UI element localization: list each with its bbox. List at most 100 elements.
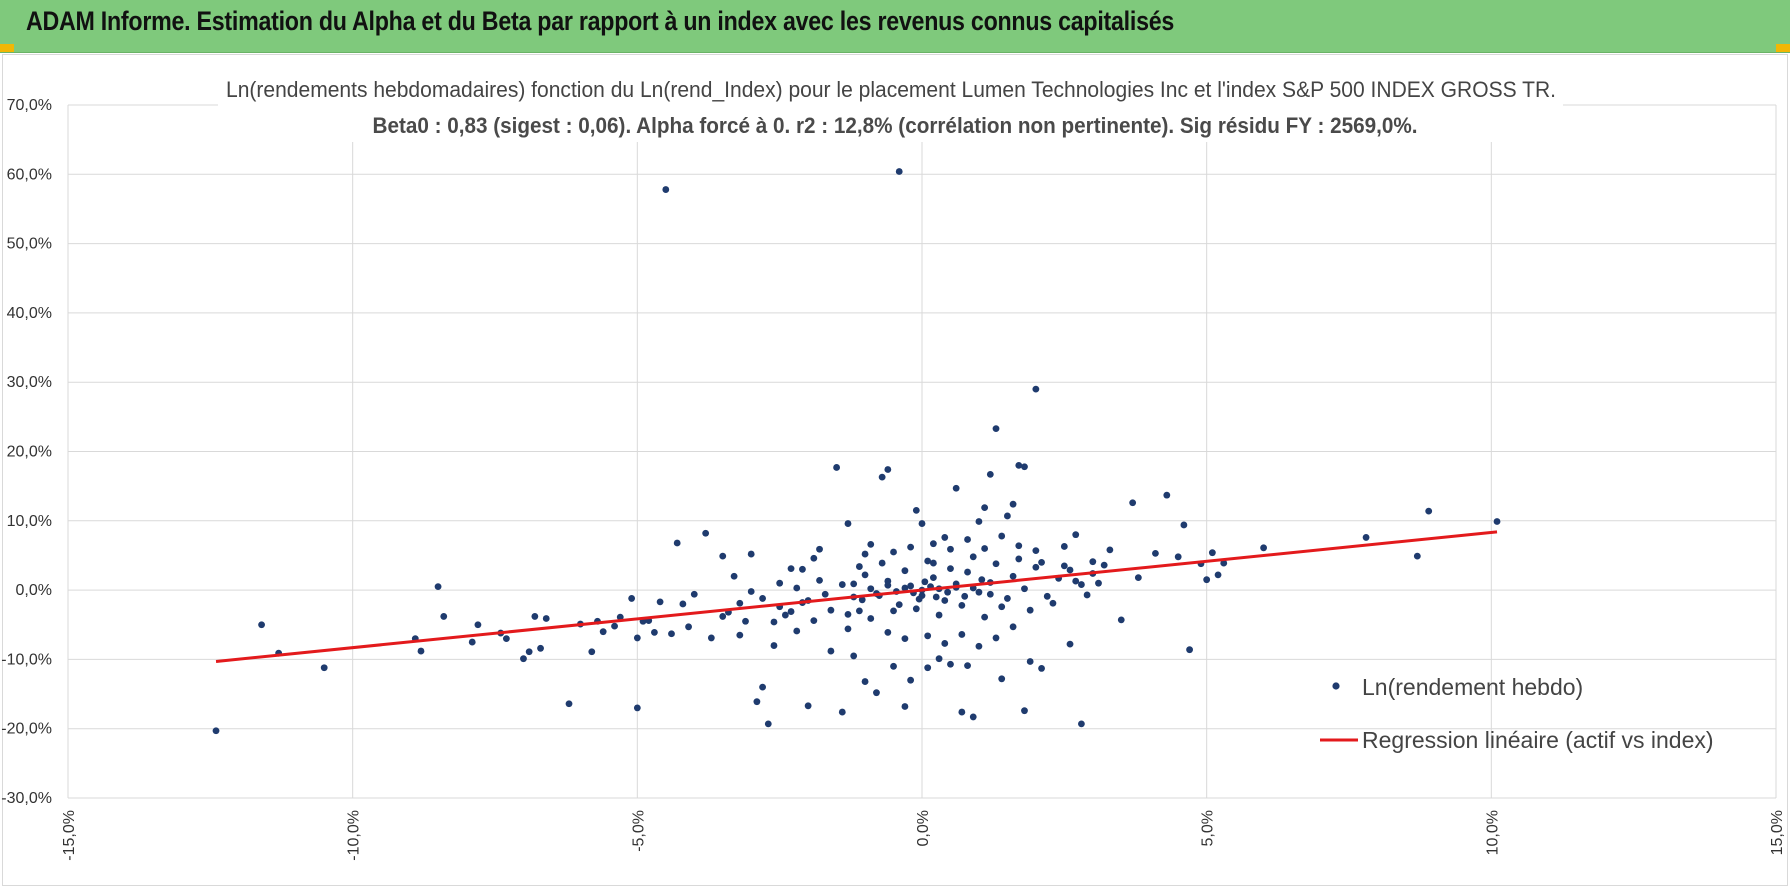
scatter-point <box>1174 553 1182 561</box>
scatter-point <box>850 580 858 588</box>
scatter-point <box>978 576 986 584</box>
scatter-point <box>707 634 715 642</box>
scatter-point <box>986 470 994 478</box>
y-axis-ticks: -30,0% -20,0% -10,0% 0,0% 10,0% 20,0% 30,0% 40,… <box>1 97 52 807</box>
scatter-point <box>685 623 692 631</box>
scatter-point <box>861 550 869 558</box>
scatter-point <box>838 581 846 588</box>
scatter-point <box>747 588 755 595</box>
scatter-point <box>958 708 966 716</box>
scatter-point <box>1163 491 1171 499</box>
scatter-point <box>1021 463 1028 471</box>
scatter-point <box>662 186 670 193</box>
scatter-point <box>753 698 761 706</box>
x-tick-label: 5,0% <box>1200 810 1217 846</box>
scatter-point <box>1043 592 1051 600</box>
scatter-point <box>320 664 328 672</box>
scatter-point <box>1009 500 1017 508</box>
scatter-point <box>941 597 949 604</box>
x-tick-label: -5,0% <box>630 810 647 852</box>
y-tick-label: 40,0% <box>7 305 52 322</box>
scatter-point <box>827 606 835 614</box>
scatter-point <box>890 607 897 615</box>
scatter-point <box>787 608 795 615</box>
y-tick-label: 30,0% <box>7 374 52 391</box>
scatter-point <box>520 655 527 663</box>
scatter-point <box>531 613 539 620</box>
scatter-point <box>719 613 727 620</box>
scatter-point <box>1220 559 1228 567</box>
scatter-point <box>799 565 806 573</box>
scatter-point <box>816 576 823 584</box>
scatter-point <box>770 618 778 626</box>
scatter-point <box>1032 563 1040 571</box>
scatter-point <box>855 607 863 615</box>
legend-label-regression: Regression linéaire (actif vs index) <box>1362 727 1714 753</box>
scatter-point <box>474 621 482 629</box>
report-title: ADAM Informe. Estimation du Alpha et du … <box>26 6 1175 36</box>
scatter-point <box>633 634 641 642</box>
y-tick-label: 50,0% <box>7 236 52 253</box>
scatter-point <box>1129 499 1137 507</box>
scatter-point <box>417 647 425 655</box>
scatter-point <box>895 601 903 609</box>
scatter-point <box>924 664 932 672</box>
scatter-point <box>901 567 909 575</box>
scatter-point <box>690 590 698 598</box>
scatter-point <box>929 559 937 567</box>
scatter-point <box>855 563 863 570</box>
chart-subtitle: Beta0 : 0,83 (sigest : 0,06). Alpha forc… <box>373 113 1418 138</box>
scatter-point <box>861 678 869 685</box>
scatter-point <box>947 565 954 573</box>
scatter-point <box>656 598 664 606</box>
scatter-point <box>588 648 596 656</box>
scatter-point <box>616 613 624 621</box>
scatter-point <box>730 572 738 580</box>
scatter-point <box>821 590 829 598</box>
scatter-point <box>1060 543 1068 550</box>
scatter-point <box>969 713 977 721</box>
scatter-point <box>924 632 932 640</box>
x-tick-label: 0,0% <box>915 810 932 846</box>
scatter-point <box>981 613 989 621</box>
x-axis-ticks: -15,0% -10,0% -5,0% 0,0% 5,0% 10,0% 15,0% <box>61 810 1786 861</box>
scatter-point <box>929 540 937 548</box>
scatter-point <box>1066 640 1074 648</box>
scatter-point <box>844 625 852 633</box>
scatter-point <box>907 676 915 684</box>
scatter-point <box>878 473 886 481</box>
scatter-point <box>1089 558 1097 566</box>
scatter-point <box>981 545 989 552</box>
scatter-point <box>827 647 835 655</box>
scatter-point <box>975 518 983 525</box>
scatter-point <box>565 700 573 708</box>
scatter-point <box>668 630 675 638</box>
left-corner-marker <box>0 44 14 52</box>
scatter-point <box>932 593 940 601</box>
scatter-point <box>673 539 681 547</box>
scatter-point <box>1032 385 1040 393</box>
scatter-point <box>776 579 784 587</box>
scatter-point <box>867 615 875 622</box>
scatter-point <box>947 545 954 553</box>
scatter-point <box>1032 547 1040 554</box>
scatter-point <box>867 585 875 593</box>
scatter-point <box>998 532 1006 540</box>
scatter-point <box>873 689 880 697</box>
scatter-point <box>918 520 926 527</box>
x-tick-label: 15,0% <box>1769 810 1786 855</box>
scatter-point <box>901 635 909 643</box>
scatter-point <box>212 727 220 735</box>
chart-title: Ln(rendements hebdomadaires) fonction du… <box>226 77 1556 102</box>
y-tick-label: 70,0% <box>7 97 52 114</box>
scatter-point <box>1083 591 1091 599</box>
scatter-point <box>1362 534 1370 541</box>
scatter-point <box>912 605 920 613</box>
scatter-point <box>884 581 892 589</box>
scatter-point <box>542 615 550 622</box>
scatter-point <box>964 536 971 543</box>
scatter-point <box>838 708 846 716</box>
scatter-point <box>929 574 937 582</box>
scatter-point <box>878 559 886 567</box>
